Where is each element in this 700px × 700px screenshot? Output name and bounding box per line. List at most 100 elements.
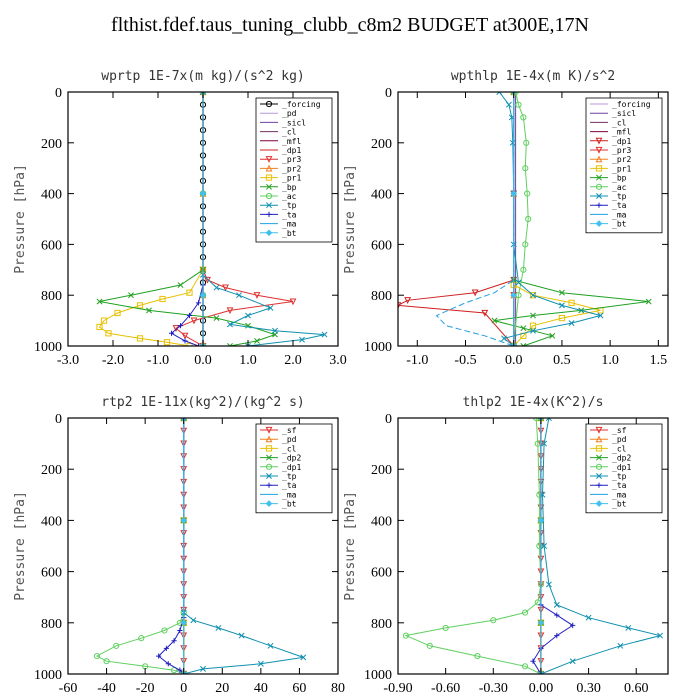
- series-point: [523, 139, 530, 146]
- series-point: [267, 304, 274, 311]
- series-point: [558, 302, 565, 309]
- plot-frame: [397, 417, 669, 675]
- series-point: [200, 665, 206, 672]
- series-group: [93, 418, 307, 674]
- series-point: [510, 343, 517, 346]
- series-point: [570, 622, 576, 628]
- y-tick-label: 0: [55, 412, 62, 427]
- series-point: [138, 635, 145, 642]
- x-tick-label: 3.0: [329, 353, 347, 368]
- series-point: [505, 101, 512, 108]
- legend: _forcing_sicl_cl_mfl_dp1_pr3_pr2_pr1_bp_…: [585, 97, 663, 234]
- series-line: [494, 92, 649, 346]
- legend-label: _cl: [612, 444, 627, 453]
- y-axis-label: Pressure [hPa]: [343, 491, 358, 601]
- legend-marker: [265, 156, 273, 163]
- legend-marker: [595, 146, 603, 154]
- series-point: [227, 343, 233, 346]
- legend-label: _dp2: [282, 454, 301, 463]
- series-point: [199, 190, 207, 197]
- legend-label: _bp: [612, 174, 627, 183]
- legend-label: _ma: [612, 210, 627, 219]
- series-point: [496, 92, 503, 95]
- series-group: [398, 92, 652, 346]
- series-line: [157, 418, 185, 674]
- legend-marker: [265, 426, 273, 434]
- x-tick-label: -0.90: [383, 681, 412, 696]
- series-point: [213, 284, 220, 291]
- legend-marker: [595, 137, 603, 145]
- series-point: [490, 617, 497, 624]
- series-point: [554, 612, 560, 618]
- legend-marker: [595, 500, 603, 507]
- legend: _forcing_pd_sicl_cl_mfl_dp1_pr3_pr2_pr1_…: [255, 97, 333, 243]
- series-point: [537, 671, 544, 674]
- y-tick-label: 600: [41, 566, 62, 581]
- series-point: [136, 302, 144, 309]
- legend-marker: [265, 192, 273, 200]
- legend-marker: [266, 211, 272, 217]
- legend-marker: [266, 482, 272, 488]
- x-tick-label: 0.5: [553, 353, 571, 368]
- legend-label: _ac: [282, 192, 297, 201]
- series-point: [442, 624, 449, 632]
- legend-marker: [265, 174, 273, 181]
- series-point: [568, 320, 575, 327]
- series-point: [105, 330, 112, 337]
- legend-marker: [266, 473, 272, 479]
- legend-marker: [265, 445, 273, 452]
- chart-panel-1: wprtp 1E-7x(m kg)/(s^2 kg) Pressure [hPa]…: [13, 69, 347, 368]
- series-point: [515, 101, 522, 108]
- series-point: [554, 633, 560, 639]
- series-point: [534, 440, 541, 447]
- legend-label: _ma: [612, 490, 627, 499]
- series-point: [530, 292, 536, 299]
- series-point: [501, 335, 508, 342]
- series-point: [520, 343, 527, 346]
- y-tick-label: 600: [371, 238, 392, 253]
- series-point: [510, 92, 517, 95]
- series-point: [181, 332, 189, 340]
- legend-label: _ta: [282, 210, 297, 219]
- series-line: [95, 418, 185, 674]
- series-point: [558, 314, 566, 322]
- x-tick-label: -0.30: [479, 681, 508, 696]
- legend-label: _pd: [282, 435, 297, 444]
- series-point: [525, 215, 532, 223]
- series-point: [509, 139, 516, 146]
- legend-marker: [595, 165, 603, 172]
- series-point: [170, 667, 178, 674]
- series-point: [522, 241, 529, 248]
- y-tick-label: 200: [41, 463, 62, 478]
- chart-title: wprtp 1E-7x(m kg)/(s^2 kg): [101, 69, 305, 84]
- series-point: [545, 418, 552, 421]
- legend-label: _forcing: [612, 100, 651, 109]
- series-point: [257, 660, 264, 667]
- x-tick-label: -0.5: [454, 353, 476, 368]
- legend-label: _sicl: [612, 109, 636, 118]
- legend-marker: [595, 426, 603, 434]
- series-point: [245, 312, 251, 319]
- series-point: [597, 312, 604, 319]
- series-point: [521, 663, 529, 670]
- series-point: [530, 658, 536, 664]
- series-group: [96, 92, 328, 346]
- legend: _sf_pd_cl_dp2_dp1_tp_ta_ma_bt: [585, 423, 663, 514]
- x-tick-label: 0: [180, 681, 187, 696]
- x-tick-label: 80: [331, 681, 345, 696]
- series-point: [569, 658, 576, 665]
- y-tick-label: 600: [41, 238, 62, 253]
- x-tick-label: 20: [215, 681, 229, 696]
- x-tick-label: -2.0: [102, 353, 124, 368]
- series-line: [498, 92, 603, 346]
- legend-label: _dp1: [282, 463, 301, 472]
- series-point: [549, 332, 556, 339]
- legend-label: _pr3: [282, 155, 301, 164]
- legend-label: _mfl: [612, 128, 631, 137]
- series-point: [186, 312, 193, 319]
- series-point: [491, 317, 498, 324]
- series-point: [253, 292, 261, 299]
- x-tick-label: -1.0: [406, 353, 428, 368]
- legend-label: _ac: [612, 183, 627, 192]
- series-point: [657, 632, 664, 639]
